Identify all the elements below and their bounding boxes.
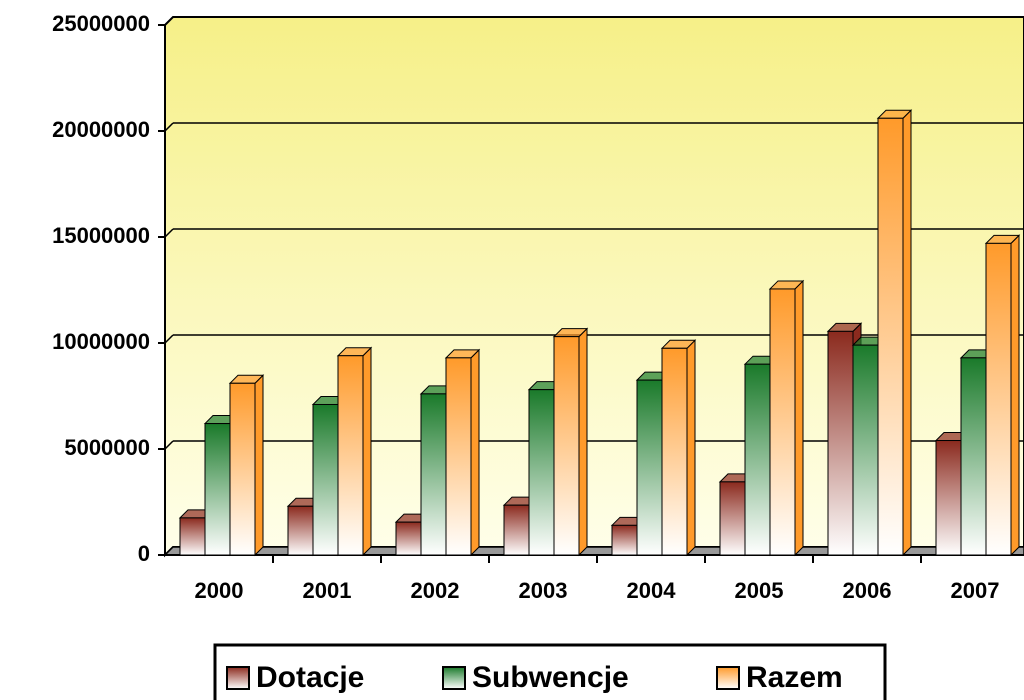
bar-front — [553, 336, 580, 556]
bar-front — [229, 382, 256, 556]
x-tick-label: 2000 — [195, 578, 244, 603]
legend-marker — [716, 666, 740, 690]
bar — [984, 234, 1021, 557]
bar-front — [719, 481, 746, 556]
y-tick-label: 15000000 — [52, 223, 150, 248]
x-tick-label: 2001 — [303, 578, 352, 603]
bar-front — [337, 355, 364, 556]
bar-front — [445, 357, 472, 556]
bar-front — [204, 423, 231, 556]
x-tick-label: 2002 — [411, 578, 460, 603]
x-tick-label: 2007 — [951, 578, 1000, 603]
bar-front — [636, 379, 663, 556]
y-tick-label: 5000000 — [64, 435, 150, 460]
bar — [336, 346, 373, 557]
bar — [660, 339, 697, 557]
bar — [768, 279, 805, 557]
y-tick-label: 0 — [138, 541, 150, 566]
grid-line — [164, 16, 174, 26]
legend-label: Dotacje — [256, 661, 364, 694]
bar-front — [528, 389, 555, 556]
y-tick-label: 10000000 — [52, 329, 150, 354]
bar — [876, 109, 913, 557]
y-tick-label: 25000000 — [52, 11, 150, 36]
bar-front — [503, 504, 530, 556]
legend-label: Subwencje — [472, 661, 629, 694]
legend-marker — [442, 666, 466, 690]
grid-line — [164, 334, 174, 344]
bar-front — [827, 330, 854, 556]
legend-marker — [226, 666, 250, 690]
bar-front — [960, 357, 987, 556]
bar — [552, 327, 589, 557]
legend-box — [213, 643, 887, 700]
grid-line — [164, 440, 174, 450]
bar-front — [661, 347, 688, 556]
bar — [444, 348, 481, 557]
x-tick-label: 2006 — [843, 578, 892, 603]
x-tick-label: 2004 — [627, 578, 677, 603]
legend-label: Razem — [746, 661, 843, 694]
bar — [228, 374, 265, 557]
bar-front — [744, 363, 771, 556]
bar-front — [395, 521, 422, 556]
bar-front — [769, 288, 796, 556]
bar-front — [852, 344, 879, 556]
bar-front — [312, 403, 339, 556]
bar-front — [935, 440, 962, 556]
bar-front — [877, 117, 904, 556]
y-tick-label: 20000000 — [52, 117, 150, 142]
bar-front — [420, 393, 447, 556]
grid-line — [164, 122, 174, 132]
x-tick-label: 2003 — [519, 578, 568, 603]
bar-front — [179, 517, 206, 556]
bar-front — [985, 242, 1012, 556]
x-tick-label: 2005 — [735, 578, 784, 603]
grid-line — [164, 228, 174, 238]
bar-front — [611, 524, 638, 556]
bar-front — [287, 505, 314, 556]
